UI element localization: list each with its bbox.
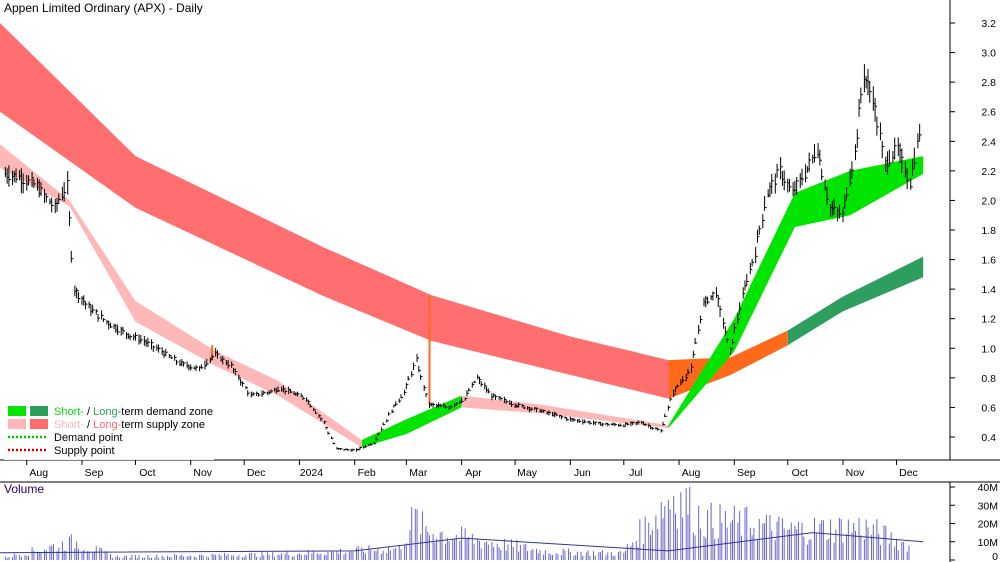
price-tick-label: 0.6: [981, 402, 996, 414]
price-tick-label: 2.2: [981, 166, 996, 178]
legend-suffix: term supply zone: [121, 419, 205, 431]
legend-entry-label: Supply point: [54, 445, 115, 457]
volume-average-line: [0, 532, 924, 554]
time-tick-label: Nov: [846, 467, 865, 479]
long-term-demand-zone: [787, 256, 924, 346]
time-tick-label: 2024: [300, 467, 324, 479]
time-tick-label: Jun: [574, 467, 591, 479]
price-tick-label: 1.8: [981, 225, 996, 237]
price-bars-layer: [4, 64, 922, 452]
volume-tick-label: 10M: [978, 537, 998, 549]
time-tick-label: Mar: [409, 467, 428, 479]
chart-title: Appen Limited Ordinary (APX) - Daily: [4, 1, 203, 15]
time-tick-label: Feb: [358, 467, 376, 479]
price-tick-label: 3.0: [981, 48, 996, 60]
time-tick-label: Apr: [465, 467, 482, 479]
legend-swatch-short: [8, 406, 26, 416]
time-tick-label: Dec: [247, 467, 266, 479]
price-tick-label: 2.4: [981, 136, 996, 148]
time-tick-label: May: [517, 467, 538, 479]
volume-tick-label: 20M: [978, 519, 998, 531]
long-term-supply-zone: [0, 23, 669, 399]
time-axis: Aug Sep Oct Nov Dec 2024 Feb Mar Apr May Jun Jul Aug…: [26, 460, 918, 479]
price-tick-label: 2.8: [981, 77, 996, 89]
legend-entry-label: Demand point: [54, 432, 123, 444]
short-term-supply-zone: [0, 144, 362, 448]
legend-short-word: Short-: [54, 419, 84, 431]
legend-suffix: term demand zone: [121, 406, 213, 418]
price-tick-label: 1.6: [981, 255, 996, 267]
time-tick-label: Aug: [29, 467, 48, 479]
time-tick-label: Sep: [737, 467, 756, 479]
volume-label: Volume: [4, 482, 44, 496]
legend-short-word: Short-: [54, 406, 84, 418]
price-tick-label: 2.0: [981, 195, 996, 207]
price-tick-label: 0.4: [981, 432, 996, 444]
legend-long-word: Long-: [93, 406, 121, 418]
price-tick-label: 0.8: [981, 373, 996, 385]
price-tick-label: 2.6: [981, 107, 996, 119]
zones-layer: [0, 23, 924, 448]
time-tick-label: Oct: [139, 467, 155, 479]
legend-separator: /: [84, 419, 93, 431]
time-tick-label: Nov: [193, 467, 212, 479]
price-axis: 0.4 0.6 0.8 1.0 1.2 1.4 1.6 1.8 2.0 2.2 2.4 2.6 2.8 3…: [950, 18, 996, 444]
volume-tick-label: 30M: [978, 500, 998, 512]
legend-swatch-long: [30, 419, 48, 429]
legend-swatch-long: [30, 406, 48, 416]
time-tick-label: Dec: [899, 467, 918, 479]
time-tick-label: Jul: [629, 467, 642, 479]
price-tick-label: 1.0: [981, 343, 996, 355]
price-tick-label: 1.4: [981, 284, 996, 296]
price-panel: [949, 0, 951, 460]
volume-tick-label: 0: [992, 551, 998, 562]
price-tick-label: 3.2: [981, 18, 996, 30]
time-tick-label: Oct: [792, 467, 808, 479]
legend-entry-label: Short- / Long-term supply zone: [54, 419, 205, 431]
volume-layer: [0, 487, 924, 560]
legend-entry-label: Short- / Long-term demand zone: [54, 406, 213, 418]
legend-separator: /: [84, 406, 93, 418]
legend-long-word: Long-: [93, 419, 121, 431]
price-tick-label: 1.2: [981, 314, 996, 326]
time-tick-label: Sep: [85, 467, 104, 479]
short-term-demand-zone: [361, 395, 462, 448]
volume-axis: 0 10M 20M 30M 40M: [950, 482, 998, 562]
time-tick-label: Aug: [682, 467, 701, 479]
short-term-demand-zone: [668, 156, 924, 429]
short-term-supply-zone: [461, 395, 669, 429]
legend-swatch-short: [8, 419, 26, 429]
volume-tick-label: 40M: [978, 482, 998, 494]
